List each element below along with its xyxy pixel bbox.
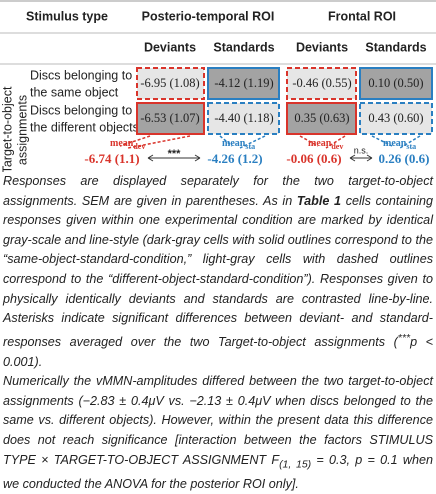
cell: -6.95 (1.08) [140, 76, 199, 90]
stars: *** [397, 331, 411, 344]
mean-name: mean [222, 138, 246, 149]
significance: n.s. [354, 145, 369, 155]
connector [219, 135, 266, 149]
cell-box [286, 67, 357, 100]
side-label-line: assignments [15, 95, 29, 165]
mean-sub: sta [406, 142, 416, 151]
table: Stimulus type Posterio-temporal ROI Fron… [0, 0, 436, 172]
mean-value: -4.26 (1.2) [207, 151, 262, 166]
connector [119, 135, 191, 149]
row-label: the different objects [30, 120, 139, 134]
cell-box [136, 67, 205, 100]
mean-value: -6.74 (1.1) [84, 151, 139, 166]
mean-name: mean [110, 138, 134, 149]
mean-label: meandev [110, 138, 145, 151]
mean-label: meansta [383, 138, 416, 151]
cell-box [286, 102, 357, 135]
cell: 0.43 (0.60) [368, 111, 423, 125]
mean-sub: dev [133, 142, 145, 151]
df: (1, 15) [279, 458, 312, 471]
mean-sub: dev [331, 142, 343, 151]
text: Responses are displayed separately for t… [3, 174, 433, 208]
mean-label: meandev [308, 138, 343, 151]
cell: -6.53 (1.07) [140, 111, 199, 125]
subheader: Deviants [296, 40, 348, 54]
mean-name: mean [308, 138, 332, 149]
header: Stimulus type [26, 9, 108, 23]
cell-box [136, 102, 205, 135]
mean-sub: sta [245, 142, 255, 151]
side-label: Target-to-object assignments [0, 86, 29, 172]
text: p < 0.001). [3, 334, 433, 369]
mean-name: mean [383, 138, 407, 149]
subheader: Deviants [144, 40, 196, 54]
cell: -4.40 (1.18) [214, 111, 273, 125]
mean-value: 0.26 (0.6) [379, 151, 430, 166]
text: Numerically the vMMN-amplitudes differed… [3, 374, 433, 467]
caption: Responses are displayed separately for t… [3, 172, 433, 494]
cell-box [359, 102, 433, 135]
mean-value: -0.06 (0.6) [286, 151, 341, 166]
caption-paragraph: Numerically the vMMN-amplitudes differed… [3, 372, 433, 494]
compare-arrow [147, 154, 201, 162]
significance: *** [168, 148, 182, 160]
cell: 0.35 (0.63) [294, 111, 349, 125]
table-ref: Table 1 [296, 193, 342, 208]
row-label: Discs belonging to [30, 103, 132, 117]
header: Posterio-temporal ROI [142, 9, 275, 23]
compare-arrow [349, 154, 373, 162]
row-label: the same object [30, 85, 119, 99]
cell: -0.46 (0.55) [292, 76, 351, 90]
caption-paragraph: Responses are displayed separately for t… [3, 172, 433, 372]
side-label-line: Target-to-object [0, 86, 14, 172]
subheader: Standards [213, 40, 274, 54]
cell-box [207, 102, 280, 135]
header: Frontal ROI [328, 9, 396, 23]
connector [371, 135, 421, 149]
cell: 0.10 (0.50) [368, 76, 423, 90]
row-label: Discs belonging to [30, 68, 132, 82]
cell: -4.12 (1.19) [214, 76, 273, 90]
subheader: Standards [365, 40, 426, 54]
mean-label: meansta [222, 138, 255, 151]
text: cells containing responses given within … [3, 193, 434, 349]
cell-box [359, 67, 433, 100]
connector [299, 135, 346, 149]
cell-box [207, 67, 280, 100]
